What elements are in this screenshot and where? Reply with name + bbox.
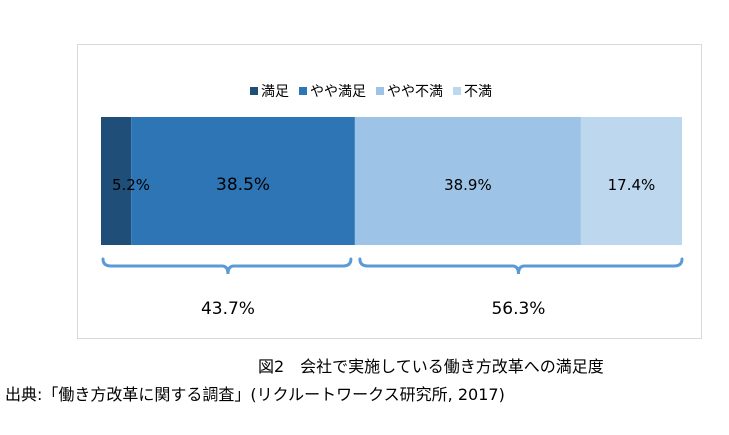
group-label-1: 56.3%: [491, 299, 545, 319]
source-note: 出典:「働き方改革に関する調査」(リクルートワークス研究所, 2017): [5, 385, 505, 404]
legend-item-0: 満足: [250, 81, 289, 101]
bar-segment-1: [131, 117, 355, 245]
data-label-1: 38.5%: [216, 175, 270, 195]
legend-label-3: 不満: [464, 84, 492, 100]
legend-label-2: やや不満: [387, 84, 443, 100]
chart-legend: 満足 やや満足 やや不満 不満: [250, 80, 502, 102]
legend-item-3: 不満: [453, 81, 492, 101]
legend-swatch-2: [376, 87, 384, 95]
figure-caption: 図2 会社で実施している働き方改革への満足度: [258, 357, 604, 376]
legend-label-1: やや満足: [310, 84, 366, 100]
legend-label-0: 満足: [261, 84, 289, 100]
data-label-3: 17.4%: [608, 176, 656, 194]
group-bracket-0: [101, 257, 353, 275]
bar-segment-3: [580, 117, 682, 245]
bar-segment-0: [101, 117, 132, 245]
data-label-0: 5.2%: [112, 176, 150, 194]
data-label-2: 38.9%: [444, 176, 492, 194]
legend-swatch-0: [250, 87, 258, 95]
bar-segment-2: [354, 117, 581, 245]
legend-swatch-1: [299, 87, 307, 95]
group-bracket-1: [358, 257, 684, 275]
group-label-0: 43.7%: [201, 299, 255, 319]
legend-swatch-3: [453, 87, 461, 95]
legend-item-1: やや満足: [299, 81, 366, 101]
legend-item-2: やや不満: [376, 81, 443, 101]
